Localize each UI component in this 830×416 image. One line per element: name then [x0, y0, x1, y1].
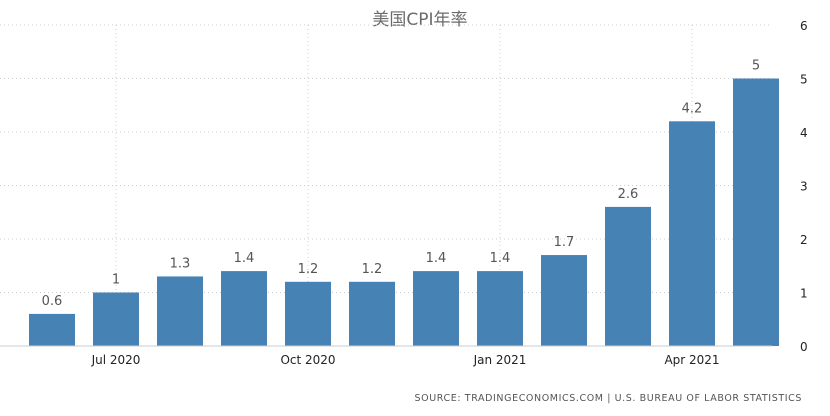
y-tick-label: 1 [800, 287, 808, 301]
chart-title: 美国CPI年率 [372, 10, 467, 30]
bar[interactable] [285, 281, 331, 346]
bar[interactable] [29, 313, 75, 346]
x-axis: Jul 2020 Oct 2020 Jan 2021 Apr 2021 [0, 345, 772, 367]
data-label: 1.7 [554, 235, 575, 250]
x-tick-label: Jul 2020 [91, 353, 141, 367]
y-tick-label: 5 [800, 73, 808, 87]
x-tick-label: Oct 2020 [280, 353, 335, 367]
data-labels: 0.6 1 1.3 1.4 1.2 1.2 1.4 1.4 1.7 2.6 4.2 5 [42, 59, 760, 309]
bars [29, 78, 779, 347]
bar[interactable] [477, 271, 523, 346]
bar[interactable] [669, 121, 715, 346]
bar[interactable] [157, 276, 203, 346]
data-label: 1.2 [362, 262, 383, 277]
bar[interactable] [733, 78, 779, 347]
data-label: 1.3 [170, 256, 191, 271]
y-tick-label: 3 [800, 180, 808, 194]
data-label: 1.4 [234, 251, 255, 266]
data-label: 2.6 [618, 187, 639, 202]
data-label: 1.2 [298, 262, 319, 277]
data-label: 1.4 [490, 251, 511, 266]
data-label: 4.2 [682, 101, 703, 116]
source-note: SOURCE: TRADINGECONOMICS.COM | U.S. BURE… [415, 393, 802, 404]
y-tick-label: 4 [800, 126, 808, 140]
bar[interactable] [413, 271, 459, 346]
y-tick-label: 6 [800, 19, 808, 33]
bar[interactable] [349, 281, 395, 346]
x-tick-label: Jan 2021 [473, 353, 527, 367]
bar[interactable] [605, 206, 651, 346]
data-label: 5 [752, 59, 760, 74]
bar[interactable] [93, 292, 139, 347]
bar[interactable] [541, 255, 587, 346]
data-label: 0.6 [42, 294, 63, 309]
y-axis: 0 1 2 3 4 5 6 [800, 19, 808, 354]
data-label: 1.4 [426, 251, 447, 266]
y-tick-label: 2 [800, 233, 808, 247]
y-tick-label: 0 [800, 340, 808, 354]
data-label: 1 [112, 273, 120, 288]
x-tick-label: Apr 2021 [664, 353, 719, 367]
bar[interactable] [221, 271, 267, 346]
